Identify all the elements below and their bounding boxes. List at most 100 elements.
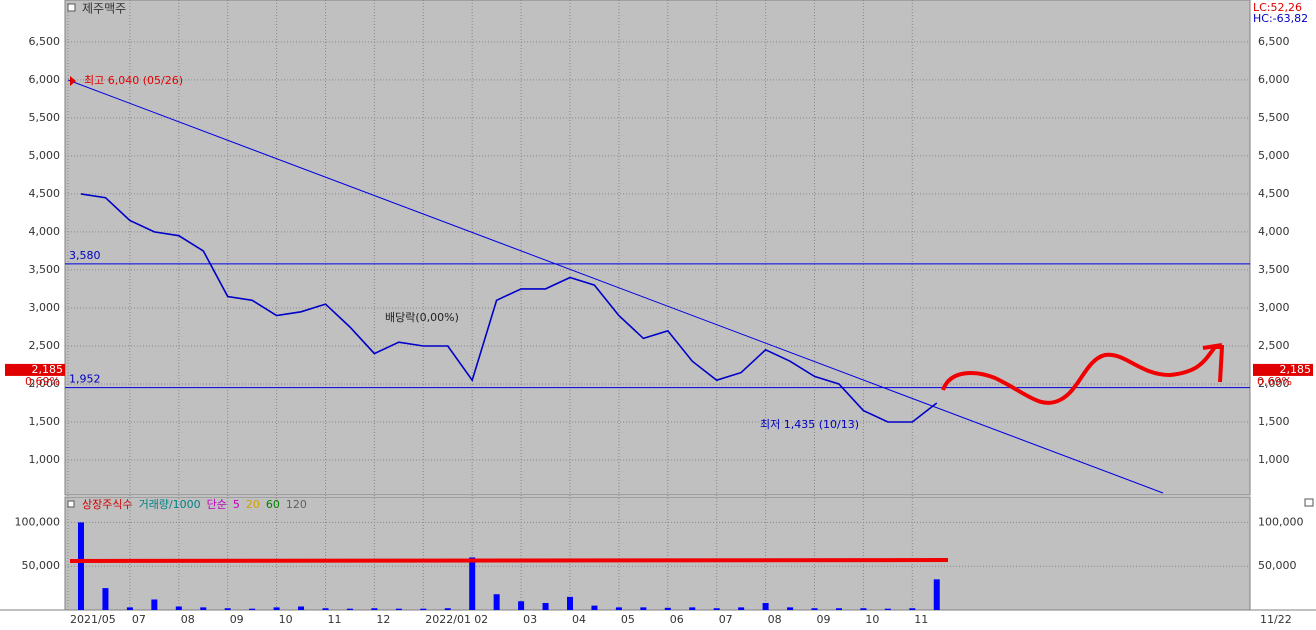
x-tick-label: 04 — [572, 613, 586, 626]
current-price-box — [5, 363, 65, 376]
volume-panel — [64, 496, 1251, 611]
lc-label: LC:52,26 — [1253, 1, 1302, 14]
volume-bar — [102, 588, 109, 610]
x-tick-label: 08 — [768, 613, 782, 626]
volume-bar — [738, 607, 745, 610]
x-tick-label: 2022/01 — [425, 613, 471, 626]
y-tick-label-right: 6,500 — [1258, 35, 1290, 48]
volume-bar — [542, 602, 549, 610]
volume-bar — [420, 608, 427, 610]
volume-bar — [909, 608, 916, 610]
volume-bar — [860, 608, 867, 610]
volume-bar — [493, 594, 500, 610]
legend-entry: 거래량/1000 — [139, 498, 201, 511]
current-price-label: 2,185 — [1280, 363, 1312, 376]
y-tick-label: 1,500 — [29, 415, 61, 428]
volume-bar — [664, 607, 671, 610]
volume-bar — [787, 607, 794, 610]
volume-bar — [249, 608, 256, 610]
current-price-box — [1253, 363, 1313, 376]
hand-annotation — [941, 343, 1225, 405]
volume-bar — [835, 608, 842, 610]
volume-bar — [933, 579, 940, 610]
y-tick-label: 50,000 — [22, 559, 61, 572]
x-tick-label: 05 — [621, 613, 635, 626]
volume-bar — [469, 557, 476, 610]
y-tick-label: 2,500 — [29, 339, 61, 352]
volume-bar — [395, 608, 402, 610]
volume-bar — [273, 607, 280, 610]
x-tick-label: 10 — [279, 613, 293, 626]
panel-icon[interactable] — [67, 3, 76, 12]
price-line — [80, 193, 938, 423]
y-tick-label: 100,000 — [15, 515, 61, 528]
x-tick-label: 02 — [474, 613, 488, 626]
volume-bar — [615, 607, 622, 610]
legend-entry: 상장주식수 — [82, 498, 133, 511]
x-tick-label: 09 — [230, 613, 244, 626]
y-tick-label: 4,500 — [29, 187, 61, 200]
volume-bar — [811, 608, 818, 610]
volume-bar — [713, 608, 720, 610]
volume-bar — [591, 605, 598, 610]
volume-bar — [518, 601, 525, 610]
hand-annotation-line — [69, 558, 949, 563]
trend-line — [67, 79, 1164, 494]
volume-bar — [126, 607, 133, 610]
y-tick-label: 5,000 — [29, 149, 61, 162]
ex-dividend-label: 배당락(0,00%) — [385, 311, 459, 324]
x-tick-label: 09 — [817, 613, 831, 626]
y-tick-label-right: 2,500 — [1258, 339, 1290, 352]
level-label: 1,952 — [69, 373, 101, 386]
y-tick-label: 1,000 — [29, 453, 61, 466]
y-tick-label-right: 5,000 — [1258, 149, 1290, 162]
volume-bar — [762, 602, 769, 610]
volume-bar — [151, 599, 158, 610]
legend: 상장주식수 거래량/1000 단순 5 20 60 120 — [67, 498, 307, 511]
volume-bar — [175, 606, 182, 610]
y-tick-label: 3,000 — [29, 301, 61, 314]
y-tick-label-right: 50,000 — [1258, 559, 1297, 572]
y-tick-label: 6,000 — [29, 73, 61, 86]
y-tick-label: 4,000 — [29, 225, 61, 238]
y-tick-label-right: 1,000 — [1258, 453, 1290, 466]
last-date: 11/22 — [1260, 613, 1292, 626]
volume-bar — [298, 606, 305, 610]
x-tick-label: 10 — [865, 613, 879, 626]
volume-bar — [371, 608, 378, 610]
high-arrow — [70, 76, 76, 86]
volume-bar — [78, 522, 84, 610]
y-tick-label-right: 6,000 — [1258, 73, 1290, 86]
x-tick-label: 07 — [719, 613, 733, 626]
close-button[interactable] — [1304, 498, 1314, 507]
volume-bar — [444, 608, 451, 610]
volume-bar — [322, 608, 329, 610]
change-label: 0,69% — [25, 375, 60, 388]
x-tick-label: 07 — [132, 613, 146, 626]
volume-bar — [224, 608, 231, 610]
change-label: 0,69% — [1257, 375, 1292, 388]
y-tick-label-right: 3,500 — [1258, 263, 1290, 276]
y-tick-label-right: 3,000 — [1258, 301, 1290, 314]
volume-bar — [689, 607, 696, 610]
volume-bar — [567, 596, 573, 610]
legend-entry: 단순 — [207, 498, 227, 511]
y-tick-label-right: 2,000 — [1258, 377, 1290, 390]
price-panel — [64, 0, 1251, 496]
current-price-label: 2,185 — [32, 363, 64, 376]
x-tick-label: 08 — [181, 613, 195, 626]
x-tick-label: 12 — [376, 613, 390, 626]
x-tick-label: 11 — [914, 613, 928, 626]
y-tick-label: 6,500 — [29, 35, 61, 48]
legend-entry: 20 — [246, 498, 260, 511]
y-tick-label-right: 4,000 — [1258, 225, 1290, 238]
x-tick-label: 06 — [670, 613, 684, 626]
volume-bar — [640, 607, 647, 610]
y-tick-label-right: 4,500 — [1258, 187, 1290, 200]
volume-bar — [884, 608, 891, 610]
y-tick-label: 5,500 — [29, 111, 61, 124]
grid — [65, 0, 1250, 610]
volume-bar — [346, 608, 353, 610]
y-tick-label-right: 100,000 — [1258, 515, 1304, 528]
